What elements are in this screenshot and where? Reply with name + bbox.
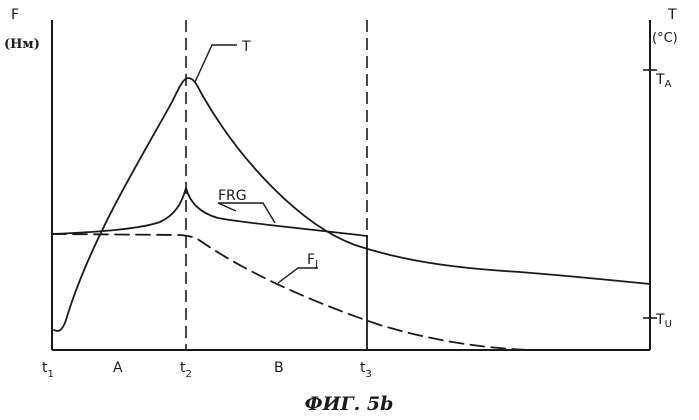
right-axis-symbol: T (667, 7, 677, 23)
temperature-curve-label: T (241, 39, 251, 55)
ta-label: TA (655, 72, 672, 90)
friction-curve (51, 187, 368, 237)
figure-caption: ФИГ. 5b (305, 393, 394, 415)
friction-leader (217, 202, 276, 224)
phase-b-label: B (274, 360, 284, 376)
force-dashed-curve (51, 233, 531, 351)
left-axis-unit: (Нм) (4, 37, 40, 52)
left-axis-symbol: F (11, 7, 19, 23)
temperature-curve (53, 77, 651, 332)
force-leader (277, 267, 318, 284)
force-curve-label: FJ (307, 252, 318, 270)
t2-label: t2 (180, 360, 192, 380)
t3-label: t3 (360, 360, 372, 380)
temperature-leader (194, 44, 237, 83)
tu-label: TU (655, 312, 672, 330)
right-axis-unit: (°C) (652, 31, 678, 46)
friction-curve-label: FRG (218, 188, 247, 204)
phase-a-label: A (113, 360, 123, 376)
t1-label: t1 (42, 360, 54, 380)
